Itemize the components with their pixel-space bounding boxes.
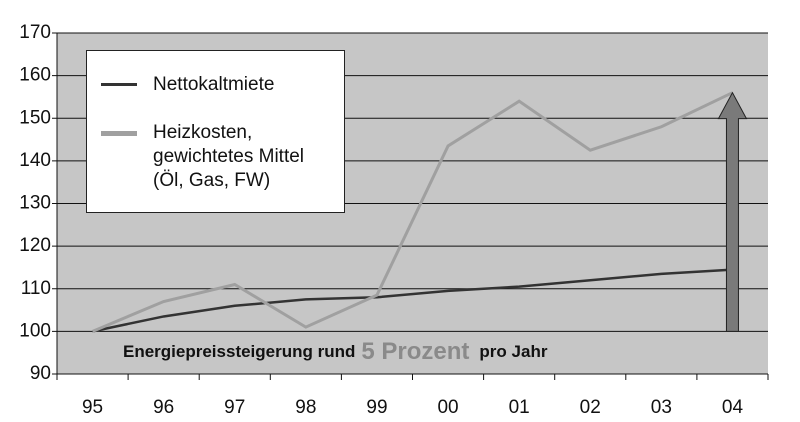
y-tick-label: 90 (30, 363, 51, 384)
legend-item: Nettokaltmiete (101, 73, 338, 97)
legend-swatch (101, 131, 137, 136)
y-tick-label: 150 (19, 107, 51, 128)
y-tick-label: 120 (19, 235, 51, 256)
series-line (92, 268, 733, 333)
legend-swatch (101, 83, 137, 86)
x-tick-label: 95 (82, 397, 103, 418)
x-tick-label: 04 (722, 397, 744, 418)
x-tick-label: 98 (295, 397, 316, 418)
x-tick-label: 00 (437, 397, 458, 418)
y-tick-label: 100 (19, 320, 51, 341)
y-tick-label: 140 (19, 150, 51, 171)
x-tick-label: 02 (580, 397, 601, 418)
legend-label: Nettokaltmiete (153, 74, 275, 95)
legend: Nettokaltmiete Heizkosten, gewichtetes Mi… (86, 50, 345, 213)
annotation-text: Energiepreissteigerung rund (123, 342, 355, 361)
x-tick-label: 03 (651, 397, 672, 418)
arrow (717, 91, 748, 332)
x-tick-label: 99 (366, 397, 387, 418)
legend-label: Heizkosten, gewichtetes Mittel (Öl, Gas,… (153, 122, 305, 191)
x-tick-label: 01 (509, 397, 530, 418)
y-tick-label: 130 (19, 193, 51, 214)
annotation-text: pro Jahr (479, 342, 547, 361)
y-tick-label: 170 (19, 22, 51, 43)
series-line (91, 91, 734, 333)
y-tick-label: 110 (21, 278, 51, 299)
annotation: Energiepreissteigerung rund 5 Prozent pro … (123, 338, 548, 365)
x-tick-label: 96 (153, 397, 174, 418)
x-tick-label: 97 (224, 397, 245, 418)
y-tick-label: 160 (19, 65, 51, 86)
annotation-highlight: 5 Prozent (361, 338, 469, 365)
legend-item: Heizkosten, gewichtetes Mittel (Öl, Gas,… (101, 121, 338, 193)
